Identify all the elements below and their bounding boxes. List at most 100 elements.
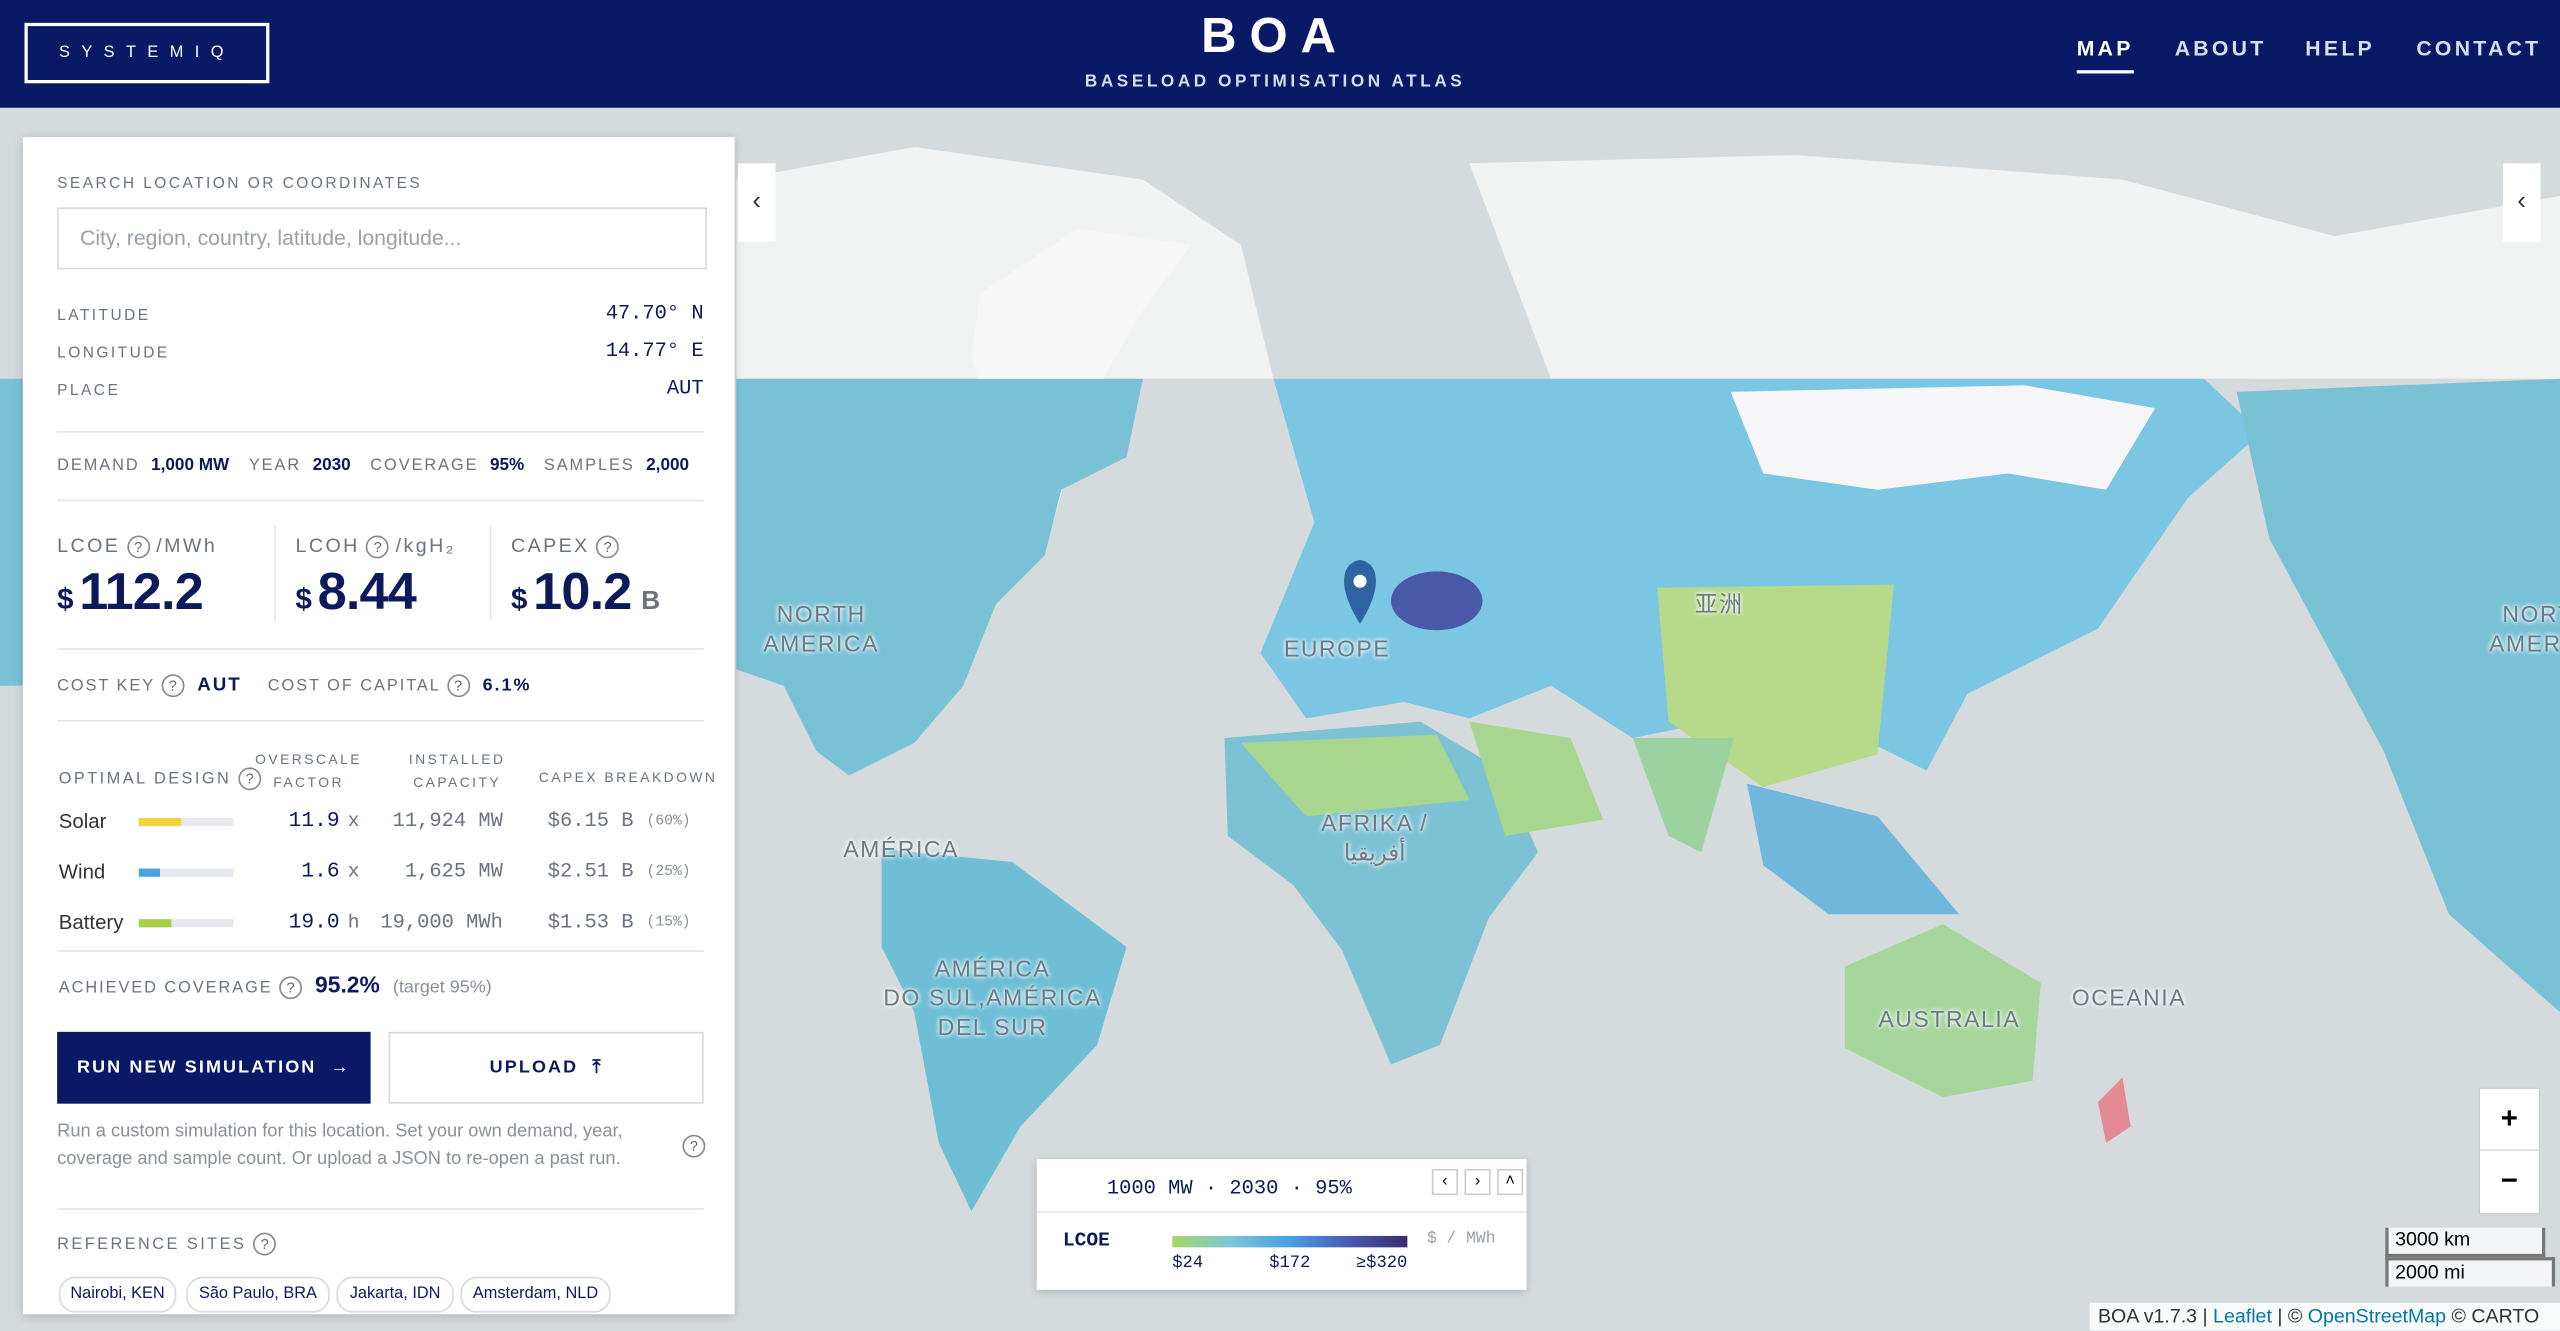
side-panel: SEARCH LOCATION OR COORDINATES City, reg… — [22, 137, 735, 1315]
sahara — [1240, 734, 1470, 817]
cost-key-label: COST KEY — [57, 677, 155, 696]
help-icon[interactable]: ? — [682, 1134, 706, 1158]
zoom-out[interactable]: − — [2500, 1164, 2518, 1197]
nav-item[interactable]: MAP — [2076, 36, 2134, 74]
nav-item[interactable]: CONTACT — [2416, 35, 2542, 61]
colorbar-tick-label: $172 — [1269, 1253, 1311, 1274]
params: DEMAND 1,000 MW YEAR 2030 COVERAGE 95% SAMPLES… — [57, 456, 709, 476]
capacity: 1,625 MW — [404, 860, 503, 884]
legend-next[interactable]: › — [1464, 1168, 1491, 1196]
colorbar-tick-label: ≥$320 — [1355, 1253, 1408, 1274]
col-header-text: OPTIMAL DESIGN — [58, 770, 232, 789]
reference-chip[interactable]: São Paulo, BRA — [186, 1276, 330, 1313]
col-header: OPTIMAL DESIGN ? — [58, 767, 262, 791]
param-label: YEAR — [248, 457, 302, 476]
bar-track — [138, 868, 234, 877]
map-label: NORTH AMERICA — [2489, 600, 2560, 657]
metric-currency: $ — [295, 582, 312, 616]
cost-key-value: AUT — [197, 675, 242, 696]
divider — [57, 648, 704, 650]
link[interactable]: OpenStreetMap — [2307, 1304, 2447, 1328]
metric-unit: /kgH₂ — [395, 533, 456, 557]
divider — [57, 499, 704, 502]
capex: $6.15 B — [547, 809, 634, 833]
bar — [138, 817, 182, 827]
upload-button[interactable]: UPLOAD ⤒ — [388, 1031, 704, 1104]
north-america — [736, 378, 1143, 776]
legend: 1000 MW · 2030 · 95% ‹ › ˄ LCOE $ / MWh … — [1036, 1159, 1527, 1290]
legend-summary: 1000 MW · 2030 · 95% — [1106, 1177, 1352, 1200]
help-icon[interactable]: ? — [253, 1232, 277, 1256]
south-america — [881, 848, 1127, 1212]
metric-label: CAPEX — [511, 533, 590, 557]
achieved-value: 95.2% — [315, 971, 380, 998]
param-label: DEMAND — [57, 457, 140, 476]
param-label: COVERAGE — [370, 457, 479, 476]
zoom-in[interactable]: + — [2480, 1089, 2539, 1152]
legend-prev[interactable]: ‹ — [1431, 1168, 1458, 1196]
attribution-text: BOA v1.7.3 | — [2097, 1304, 2214, 1328]
divider — [489, 525, 492, 621]
metric-header: CAPEX? — [511, 533, 626, 559]
location-label: PLACE — [57, 382, 121, 400]
metric-value: $112.2 — [57, 562, 204, 622]
collapse-right[interactable]: ‹ — [2502, 163, 2541, 242]
collapse-left[interactable]: ‹ — [737, 163, 776, 242]
logo[interactable]: SYSTEMIQ — [24, 22, 270, 84]
reference-label-text: REFERENCE SITES — [57, 1235, 247, 1254]
param-label: SAMPLES — [543, 457, 635, 476]
divider — [57, 1208, 704, 1210]
new-zealand — [2097, 1077, 2131, 1143]
subtitle: BASELOAD OPTIMISATION ATLAS — [1084, 71, 1466, 92]
reference-chip[interactable]: Nairobi, KEN — [58, 1276, 177, 1313]
map-label: 亚洲 — [1694, 591, 1744, 618]
metric-number: 10.2 — [533, 561, 632, 621]
bar — [138, 868, 160, 877]
search-label: SEARCH LOCATION OR COORDINATES — [57, 174, 423, 193]
help-icon[interactable]: ? — [161, 674, 185, 698]
col-header: CAPEX BREAKDOWN — [538, 768, 718, 786]
west-edge — [0, 378, 23, 686]
attribution-text: © CARTO — [2446, 1304, 2540, 1328]
map-label: AMÉRICA — [843, 835, 960, 863]
reference-label: REFERENCE SITES ? — [57, 1232, 277, 1256]
nav-item[interactable]: HELP — [2305, 35, 2375, 61]
capex-share: (60%) — [646, 813, 691, 830]
metric-currency: $ — [511, 582, 527, 616]
link[interactable]: Leaflet — [2213, 1304, 2272, 1328]
metric-number: 8.44 — [317, 561, 417, 621]
colorbar — [1172, 1235, 1408, 1248]
wacc-label: COST OF CAPITAL — [267, 677, 441, 696]
help-icon[interactable]: ? — [279, 976, 302, 1000]
map — [0, 146, 2560, 1212]
metric-header: LCOE?/MWh — [57, 533, 218, 559]
metric-label: LCOE — [57, 533, 121, 557]
param-value: 95% — [489, 455, 525, 476]
siberia-snow — [1730, 385, 2156, 490]
factor: 19.0 — [288, 909, 340, 934]
metric-value: $10.2 B — [511, 561, 660, 622]
achieved: ACHIEVED COVERAGE ? 95.2% (target 95%) — [59, 971, 492, 1000]
metric-suffix: B — [641, 587, 660, 616]
reference-chip[interactable]: Jakarta, IDN — [336, 1276, 454, 1313]
reference-chip[interactable]: Amsterdam, NLD — [460, 1276, 611, 1313]
nav-item[interactable]: ABOUT — [2174, 35, 2267, 61]
scale-mi: 2000 mi — [2385, 1257, 2556, 1287]
cost-row: COST KEY ? AUT COST OF CAPITAL ? 6.1% — [57, 674, 531, 698]
australia — [1844, 924, 2041, 1098]
metric-unit: /MWh — [156, 533, 218, 557]
legend-metric: LCOE — [1062, 1229, 1110, 1253]
help-icon[interactable]: ? — [238, 767, 262, 791]
se-asia — [1746, 783, 1960, 915]
param-value: 2,000 — [646, 455, 690, 476]
help-text: Run a custom simulation for this locatio… — [57, 1121, 623, 1169]
legend-collapse[interactable]: ˄ — [1497, 1168, 1524, 1196]
header: SYSTEMIQ BOA BASELOAD OPTIMISATION ATLAS… — [0, 0, 2560, 108]
search-input[interactable]: City, region, country, latitude, longitu… — [57, 207, 707, 270]
help-icon[interactable]: ? — [446, 674, 470, 698]
legend-unit: $ / MWh — [1426, 1231, 1496, 1249]
divider — [57, 720, 704, 722]
run-button[interactable]: RUN NEW SIMULATION → — [57, 1031, 371, 1104]
